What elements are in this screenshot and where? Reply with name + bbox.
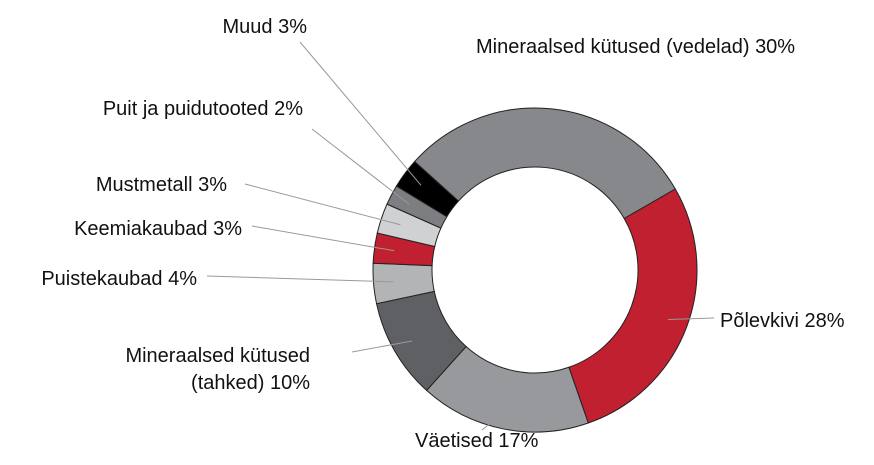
slice-label: Mineraalsed kütused (tahked) 10% xyxy=(70,343,310,397)
leader-line xyxy=(351,340,413,353)
leader-line xyxy=(299,41,422,186)
value-label: 2% xyxy=(274,98,303,120)
value-label: 10% xyxy=(269,372,310,394)
slice-label: Keemiakaubad 3% xyxy=(0,216,242,243)
leader-line xyxy=(311,128,410,205)
leader-line xyxy=(251,225,395,252)
leader-line xyxy=(244,183,401,226)
slice-label: Põlevkivi 28% xyxy=(720,308,874,335)
value-label: 3% xyxy=(213,218,242,240)
category-label: Puistekaubad xyxy=(41,268,163,290)
category-label: Põlevkivi xyxy=(720,310,799,332)
value-label: 3% xyxy=(278,16,307,38)
value-label: 30% xyxy=(755,36,796,58)
slice-label: Mustmetall 3% xyxy=(0,172,227,199)
leader-line xyxy=(668,317,715,320)
category-label: Väetised xyxy=(415,430,493,452)
slice-label: Väetised 17% xyxy=(415,428,615,455)
slice-label: Puistekaubad 4% xyxy=(0,266,197,293)
category-label: Keemiakaubad xyxy=(74,218,208,240)
wedge xyxy=(568,188,698,424)
value-label: 17% xyxy=(498,430,539,452)
leader-line xyxy=(206,275,394,283)
value-label: 28% xyxy=(804,310,845,332)
category-label: Muud xyxy=(222,16,273,38)
category-label: Mustmetall xyxy=(95,174,193,196)
leader-line xyxy=(481,408,508,431)
value-label: 3% xyxy=(198,174,227,196)
slice-label: Mineraalsed kütused (vedelad) 30% xyxy=(476,34,874,61)
slice-label: Puit ja puidutooted 2% xyxy=(3,96,303,123)
slice-label: Muud 3% xyxy=(7,14,308,41)
category-label: Puit ja puidutooted xyxy=(102,98,269,120)
wedge xyxy=(413,107,676,220)
category-label: Mineraalsed kütused (tahked) xyxy=(125,345,310,394)
category-label: Mineraalsed kütused (vedelad) xyxy=(476,36,750,58)
value-label: 4% xyxy=(168,268,197,290)
